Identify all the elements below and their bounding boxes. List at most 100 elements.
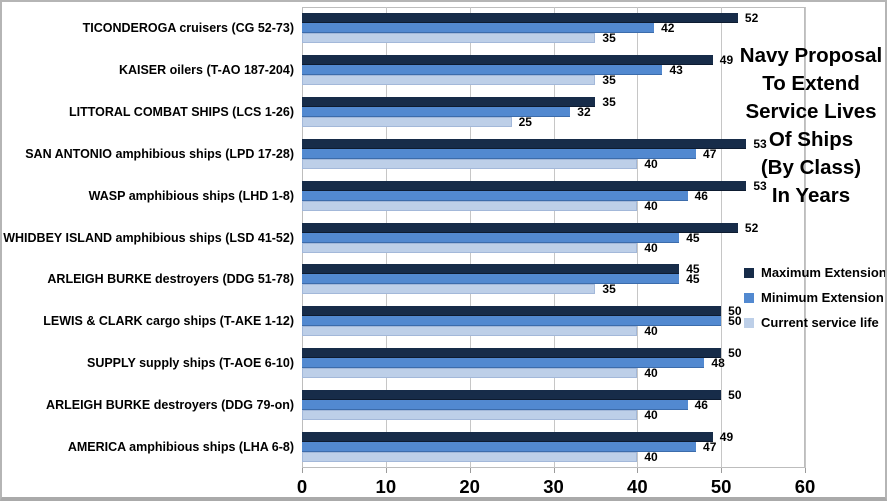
value-label: 52	[744, 10, 759, 25]
axis-tick	[302, 468, 303, 473]
value-label: 46	[694, 398, 708, 413]
value-label: 25	[518, 114, 532, 129]
legend-item-minimum-extension: Minimum Extension	[744, 285, 885, 310]
bar-minimum-extension	[302, 442, 697, 453]
chart-title-line: To Extend	[762, 72, 860, 95]
chart-title-line: Of Ships	[768, 128, 854, 151]
x-tick-label: 50	[710, 476, 732, 497]
value-label: 40	[644, 156, 658, 171]
bar-minimum-extension	[302, 22, 655, 33]
legend-swatch-icon	[744, 267, 754, 278]
category-label: LEWIS & CLARK cargo ships (T-AKE 1-12)	[43, 314, 294, 329]
bar-current-service-life	[302, 242, 638, 253]
value-label: 42	[661, 20, 675, 35]
x-tick-label: 30	[543, 476, 564, 497]
bar-minimum-extension	[302, 232, 680, 243]
bar-maximum-extension	[302, 54, 713, 65]
bar-maximum-extension	[302, 138, 747, 149]
chart-title-line: (By Class)	[760, 156, 862, 179]
value-label: 47	[703, 146, 717, 161]
value-label: 53	[753, 136, 767, 151]
value-label: 53	[753, 178, 767, 193]
value-label: 52	[744, 220, 759, 235]
category-label: LITTORAL COMBAT SHIPS (LCS 1-26)	[68, 104, 294, 119]
bar-current-service-life	[302, 326, 638, 337]
category-label: WHIDBEY ISLAND amphibious ships (LSD 41-…	[3, 230, 294, 245]
chart-legend: Maximum Extension Minimum Extension Curren…	[744, 260, 887, 335]
bar-minimum-extension	[302, 358, 705, 369]
bar-minimum-extension	[302, 148, 697, 159]
bar-current-service-life	[302, 116, 512, 127]
chart-title: Navy Proposal To Extend Service Lives Of Sh…	[732, 42, 885, 210]
category-label: ARLEIGH BURKE destroyers (DDG 51-78)	[47, 272, 294, 287]
bar-current-service-life	[302, 32, 596, 43]
value-label: 45	[686, 262, 700, 277]
value-label: 48	[711, 356, 725, 371]
value-label: 50	[728, 388, 742, 403]
bar-current-service-life	[302, 452, 638, 463]
bar-minimum-extension	[302, 64, 663, 75]
legend-swatch-icon	[744, 292, 754, 303]
x-tick-label: 20	[459, 476, 480, 497]
bar-minimum-extension	[302, 274, 680, 285]
category-label: ARLEIGH BURKE destroyers (DDG 79-on)	[46, 398, 294, 413]
value-label: 40	[644, 366, 658, 381]
bar-maximum-extension	[302, 348, 722, 359]
value-label: 50	[728, 346, 742, 361]
x-tick-label: 10	[375, 476, 397, 497]
value-label: 43	[669, 62, 683, 77]
chart-title-line: In Years	[771, 184, 851, 207]
bar-current-service-life	[302, 368, 638, 379]
value-label: 35	[602, 282, 616, 297]
category-label: SAN ANTONIO amphibious ships (LPD 17-28)	[25, 146, 294, 161]
x-tick-label: 40	[627, 476, 648, 497]
bar-maximum-extension	[302, 264, 680, 275]
value-label: 35	[602, 30, 616, 45]
bar-current-service-life	[302, 284, 596, 295]
bar-maximum-extension	[302, 12, 738, 23]
legend-label: Maximum Extension	[761, 265, 887, 280]
value-label: 50	[728, 304, 742, 319]
category-label: TICONDEROGA cruisers (CG 52-73)	[82, 20, 294, 35]
bar-maximum-extension	[302, 390, 722, 401]
bar-maximum-extension	[302, 432, 713, 443]
value-label: 49	[719, 52, 734, 67]
value-label: 47	[703, 440, 717, 455]
bar-minimum-extension	[302, 190, 688, 201]
bar-current-service-life	[302, 200, 638, 211]
axis-tick	[805, 468, 806, 473]
axis-tick	[469, 468, 471, 473]
bar-minimum-extension	[302, 316, 722, 327]
value-label: 40	[644, 450, 658, 465]
chart-title-line: Service Lives	[745, 100, 877, 123]
bar-maximum-extension	[302, 222, 738, 233]
value-label: 32	[577, 104, 591, 119]
value-label: 40	[644, 408, 658, 423]
value-label: 45	[686, 272, 700, 287]
bar-current-service-life	[302, 158, 638, 169]
x-tick-label: 0	[296, 476, 308, 497]
gridline	[805, 7, 806, 468]
value-label: 35	[602, 72, 616, 87]
bar-minimum-extension	[302, 400, 688, 411]
bar-maximum-extension	[302, 96, 596, 107]
value-label: 40	[644, 240, 658, 255]
value-label: 40	[644, 324, 658, 339]
category-label: KAISER oilers (T-AO 187-204)	[118, 62, 294, 77]
axis-tick	[553, 468, 555, 473]
axis-tick	[637, 468, 639, 473]
bar-current-service-life	[302, 74, 596, 85]
category-label: SUPPLY supply ships (T-AOE 6-10)	[86, 356, 294, 371]
bar-maximum-extension	[302, 306, 722, 317]
gridline	[721, 7, 723, 468]
legend-label: Minimum Extension	[761, 290, 884, 305]
category-label: AMERICA amphibious ships (LHA 6-8)	[67, 440, 294, 455]
legend-item-current-service-life: Current service life	[744, 310, 885, 335]
x-tick-label: 60	[794, 476, 816, 497]
value-label: 46	[694, 188, 708, 203]
category-label: WASP amphibious ships (LHD 1-8)	[88, 188, 294, 203]
legend-item-maximum-extension: Maximum Extension	[744, 260, 887, 285]
legend-label: Current service life	[761, 315, 879, 330]
bar-maximum-extension	[302, 180, 747, 191]
